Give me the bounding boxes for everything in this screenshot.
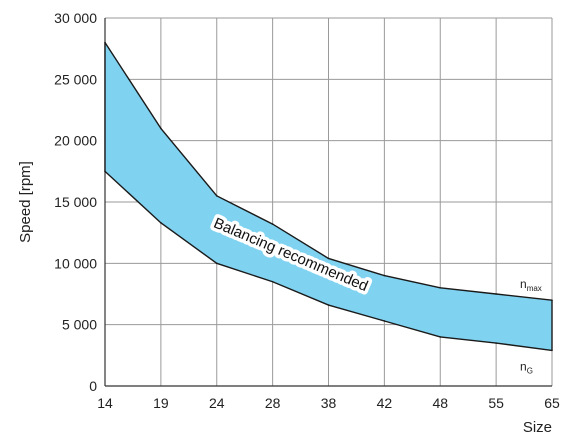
- y-tick-label-4: 20 000: [54, 133, 97, 149]
- balancing-band-area: [105, 42, 552, 351]
- point-n_max-48: [439, 287, 442, 289]
- point-n_G-42: [383, 320, 386, 322]
- series-label-n_max: nmax: [520, 277, 542, 293]
- x-tick-label-24: 24: [209, 395, 225, 411]
- x-tick-label-28: 28: [265, 395, 281, 411]
- series-label-n_G: nG: [520, 359, 533, 375]
- point-n_max-28: [271, 223, 274, 225]
- x-tick-label-14: 14: [97, 395, 113, 411]
- point-n_G-24: [215, 262, 218, 265]
- y-tick-label-0: 0: [89, 378, 97, 394]
- y-tick-label-3: 15 000: [54, 194, 97, 210]
- x-tick-label-48: 48: [432, 395, 448, 411]
- x-tick-label-19: 19: [153, 395, 169, 411]
- x-tick-label-38: 38: [321, 395, 337, 411]
- point-n_G-55: [495, 342, 497, 344]
- x-tick-label-65: 65: [544, 395, 560, 411]
- point-n_max-42: [383, 274, 386, 277]
- point-n_G-28: [271, 280, 274, 283]
- point-n_max-55: [495, 293, 497, 295]
- point-n_max-19: [160, 127, 162, 130]
- point-n_G-38: [327, 304, 330, 306]
- x-tick-label-55: 55: [488, 395, 504, 411]
- x-tick-label-42: 42: [377, 395, 393, 411]
- point-n_max-24: [215, 195, 218, 197]
- tick-labels: 0 5 000 10 000 15 000 20 000 25 000 30 000 14 19…: [54, 10, 560, 411]
- y-axis-title: Speed [rpm]: [17, 161, 34, 243]
- y-tick-label-2: 10 000: [54, 255, 97, 271]
- y-tick-label-6: 30 000: [54, 10, 97, 26]
- band-area-group: [104, 41, 553, 352]
- point-n_G-19: [160, 222, 162, 224]
- x-axis-title: Size: [523, 419, 552, 436]
- y-tick-label-5: 25 000: [54, 71, 97, 87]
- series-labels: nmax nG: [520, 277, 542, 375]
- point-n_max-38: [327, 257, 330, 260]
- point-n_G-48: [439, 336, 442, 338]
- y-tick-label-1: 5 000: [62, 317, 97, 333]
